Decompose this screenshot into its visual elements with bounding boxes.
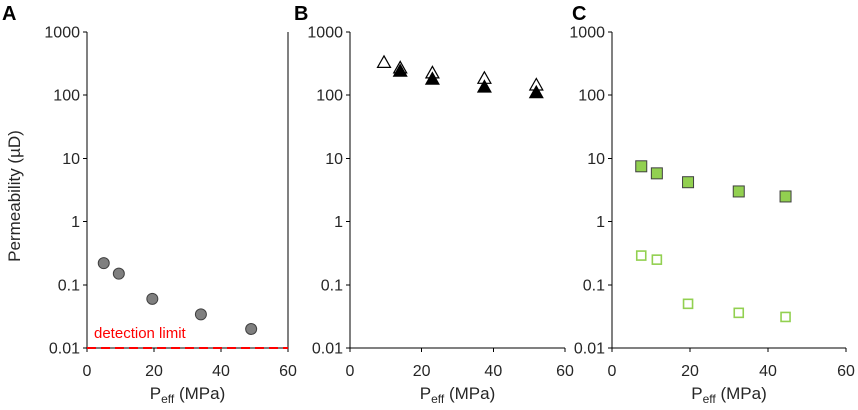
detection-limit-label: detection limit bbox=[94, 325, 187, 342]
square-open-marker bbox=[635, 250, 647, 261]
series-triangle-filled bbox=[392, 63, 544, 99]
triangle-filled-marker bbox=[528, 84, 544, 99]
y-tick-label: 0.1 bbox=[583, 277, 605, 294]
x-tick-label: 20 bbox=[413, 363, 431, 380]
x-axis-title-subscript: eff bbox=[161, 392, 175, 406]
circle-marker bbox=[146, 292, 159, 305]
x-tick-label: 0 bbox=[83, 363, 92, 380]
x-tick-label: 40 bbox=[212, 363, 230, 380]
circle-marker bbox=[97, 257, 110, 270]
y-tick-label: 1000 bbox=[44, 25, 80, 42]
triangle-open-marker bbox=[376, 54, 392, 69]
y-tick-label: 100 bbox=[316, 88, 343, 105]
x-axis-title-subscript: eff bbox=[703, 392, 717, 406]
square-open-marker bbox=[651, 254, 663, 265]
y-tick-label: 1 bbox=[596, 214, 605, 231]
square-open-marker bbox=[780, 311, 791, 323]
x-axis-title: Peff (MPa) bbox=[150, 384, 225, 406]
y-tick-label: 0.1 bbox=[58, 277, 80, 294]
y-tick-label: 0.1 bbox=[321, 277, 343, 294]
circle-marker bbox=[194, 308, 207, 321]
square-open-marker bbox=[682, 298, 694, 310]
series-square-filled bbox=[635, 160, 792, 203]
square-filled-marker bbox=[779, 190, 792, 203]
panel-a: A 1000 100 10 1 0.1 0.010 20 40 60 Peff (MPa) Perme… bbox=[2, 3, 297, 406]
y-tick-label: 1 bbox=[71, 214, 80, 231]
square-filled-marker bbox=[650, 167, 663, 180]
x-tick-label: 20 bbox=[145, 363, 163, 380]
square-filled-marker bbox=[682, 176, 695, 189]
y-tick-label: 100 bbox=[53, 88, 80, 105]
triangle-filled-marker bbox=[392, 63, 408, 77]
x-axis-title-symbol: P bbox=[691, 384, 702, 403]
y-tick-label: 0.01 bbox=[574, 341, 605, 358]
x-tick-label: 60 bbox=[556, 363, 574, 380]
y-tick-label: 10 bbox=[325, 151, 343, 168]
y-tick-label: 1 bbox=[334, 214, 343, 231]
y-tick-label: 0.01 bbox=[312, 341, 343, 358]
x-tick-label: 40 bbox=[484, 363, 502, 380]
x-axis-title-unit: (MPa) bbox=[716, 384, 767, 403]
x-tick-label: 40 bbox=[759, 363, 777, 380]
circle-marker bbox=[245, 322, 258, 335]
x-tick-label: 0 bbox=[346, 363, 355, 380]
panel-letter: B bbox=[294, 3, 308, 25]
x-tick-label: 0 bbox=[608, 363, 617, 380]
series-square-open bbox=[635, 250, 791, 323]
x-axis-title-symbol: P bbox=[150, 384, 161, 403]
x-axis-title-unit: (MPa) bbox=[174, 384, 225, 403]
panel-letter: C bbox=[572, 3, 586, 25]
x-axis-title: Peff (MPa) bbox=[691, 384, 766, 406]
x-axis-title-subscript: eff bbox=[431, 392, 445, 406]
x-tick-label: 60 bbox=[279, 363, 297, 380]
x-axis-title-unit: (MPa) bbox=[444, 384, 495, 403]
circle-marker bbox=[112, 267, 125, 280]
y-tick-label: 100 bbox=[578, 88, 605, 105]
x-axis-title-symbol: P bbox=[420, 384, 431, 403]
series-circle bbox=[97, 257, 258, 335]
x-tick-label: 60 bbox=[837, 363, 855, 380]
triangle-filled-marker bbox=[424, 71, 440, 85]
y-tick-label: 1000 bbox=[569, 25, 605, 42]
y-tick-label: 10 bbox=[62, 151, 80, 168]
y-tick-label: 10 bbox=[587, 151, 605, 168]
y-tick-label: 0.01 bbox=[49, 341, 80, 358]
square-filled-marker bbox=[732, 185, 745, 198]
y-axis-title: Permeability (µD) bbox=[5, 130, 24, 262]
square-filled-marker bbox=[635, 160, 648, 173]
square-open-marker bbox=[733, 307, 745, 319]
triangle-filled-marker bbox=[476, 79, 492, 93]
x-tick-label: 20 bbox=[681, 363, 699, 380]
x-axis-title: Peff (MPa) bbox=[420, 384, 495, 406]
y-tick-label: 1000 bbox=[307, 25, 343, 42]
panel-letter: A bbox=[2, 3, 16, 25]
